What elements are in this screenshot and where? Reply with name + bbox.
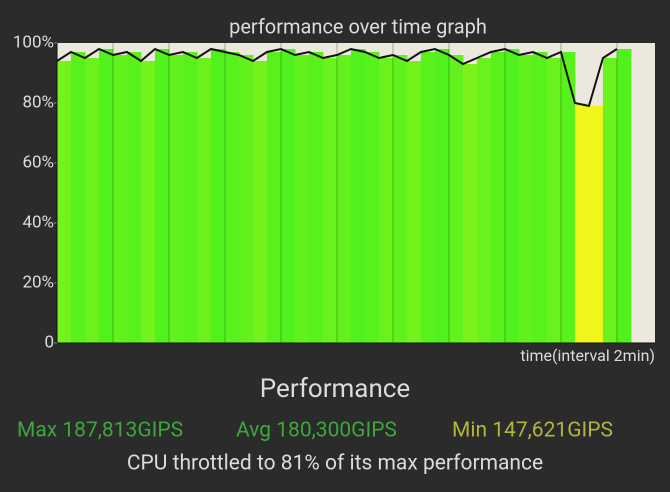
area-stripe	[84, 58, 100, 343]
area-stripe	[462, 64, 478, 343]
area-stripe	[308, 52, 324, 343]
area-stripe	[196, 58, 212, 343]
area-stripe	[294, 55, 310, 343]
area-stripe	[280, 49, 296, 343]
area-stripe	[57, 61, 72, 343]
area-stripe	[364, 52, 380, 343]
heading: Performance	[260, 374, 410, 404]
min-stat: Min 147,621GIPS	[452, 419, 613, 443]
y-tick-label: 100%	[13, 32, 54, 52]
throttle-note: CPU throttled to 81% of its max performa…	[127, 452, 543, 476]
area-stripe	[588, 106, 604, 343]
area-stripe	[504, 49, 520, 343]
area-stripe	[182, 52, 198, 343]
area-stripe	[210, 49, 226, 343]
area-stripe	[322, 58, 338, 343]
area-stripe	[238, 55, 254, 343]
area-stripe	[126, 52, 142, 343]
area-stripe	[616, 49, 632, 343]
area-stripe	[518, 55, 534, 343]
area-stripe	[490, 52, 506, 343]
y-tick-label: 0	[44, 332, 54, 352]
area-stripe	[336, 55, 352, 343]
area-stripe	[392, 55, 408, 343]
area-stripe	[266, 52, 282, 343]
y-tick-label: 60%	[22, 152, 54, 172]
area-stripe	[168, 55, 184, 343]
area-stripe	[546, 58, 562, 343]
area-stripe	[154, 49, 170, 343]
area-stripe	[70, 52, 86, 343]
area-stripe	[112, 55, 128, 343]
area-stripe	[350, 49, 366, 343]
area-stripe	[574, 103, 590, 343]
performance-line	[56, 47, 618, 108]
area-stripe	[406, 61, 422, 343]
area-stripe	[140, 61, 156, 343]
area-stripe	[434, 49, 450, 343]
area-stripe	[448, 55, 464, 343]
y-tick-label: 40%	[22, 212, 54, 232]
area-stripe	[560, 52, 576, 343]
area-stripe	[252, 61, 268, 343]
x-axis-label: time(interval 2min)	[520, 346, 655, 365]
avg-stat: Avg 180,300GIPS	[236, 419, 397, 443]
area-stripe	[378, 58, 394, 343]
area-stripe	[224, 52, 240, 343]
chart-title: performance over time graph	[229, 14, 487, 38]
area-stripe	[98, 49, 114, 343]
max-stat: Max 187,813GIPS	[17, 419, 183, 443]
area-stripe	[532, 52, 548, 343]
area-stripe	[602, 58, 618, 343]
area-stripe	[420, 52, 436, 343]
y-tick-label: 80%	[22, 92, 54, 112]
area-stripe	[476, 58, 492, 343]
y-tick-label: 20%	[22, 272, 54, 292]
